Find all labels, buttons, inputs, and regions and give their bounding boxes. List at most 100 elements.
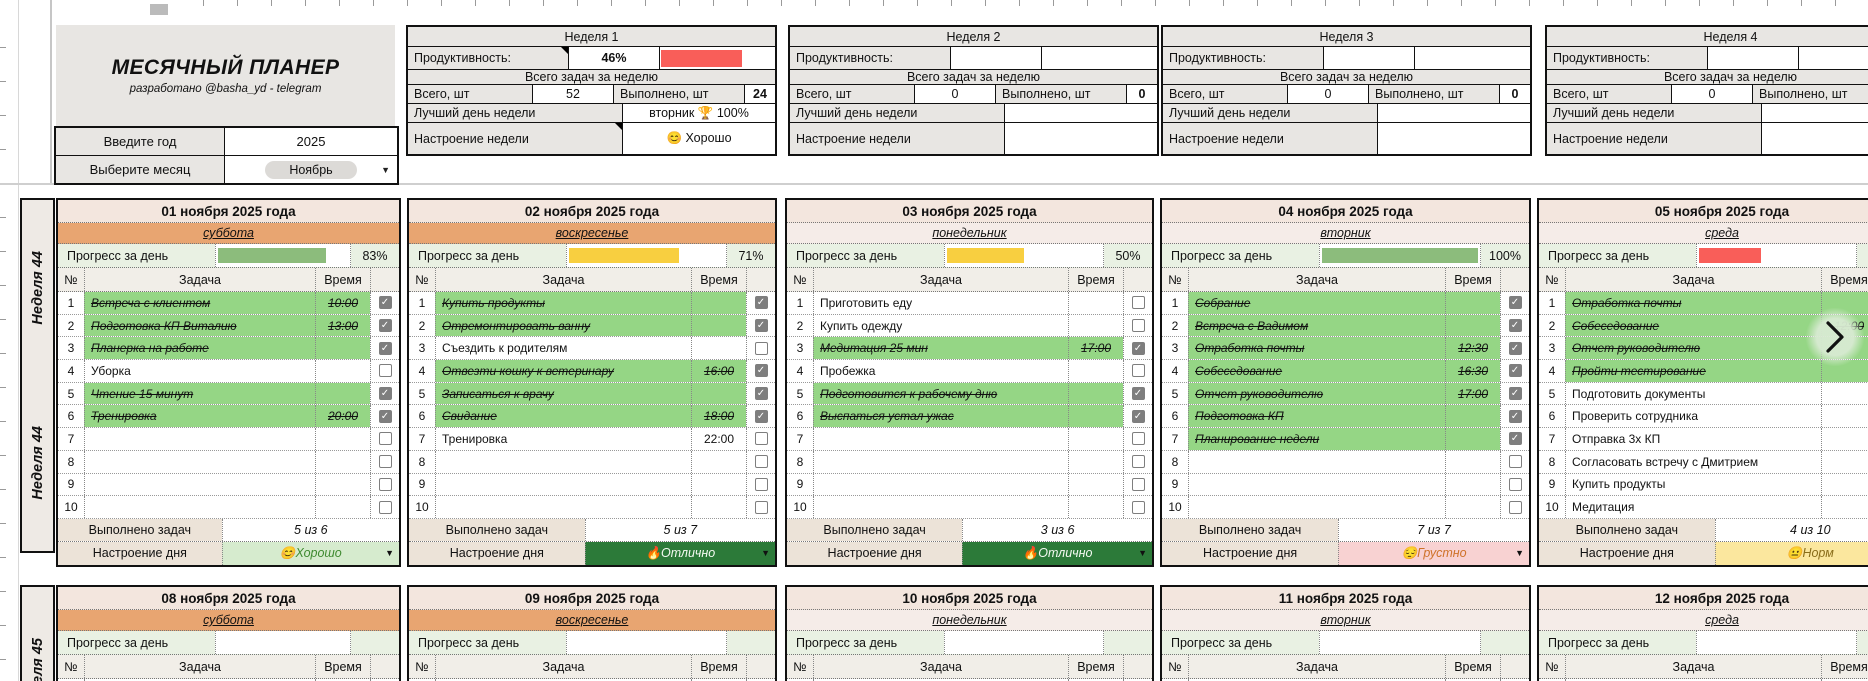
task-text[interactable]: Планирование недели: [1188, 428, 1445, 450]
task-time[interactable]: [1068, 428, 1123, 450]
next-arrow-icon[interactable]: [1806, 308, 1864, 366]
task-time[interactable]: [691, 314, 746, 337]
task-time[interactable]: 22:00: [691, 428, 746, 450]
task-time[interactable]: 18:00: [691, 405, 746, 428]
task-text[interactable]: [1188, 679, 1445, 681]
task-checkbox[interactable]: [754, 455, 768, 469]
task-text[interactable]: Собеседование: [1188, 360, 1445, 382]
task-text[interactable]: Тренировка: [435, 428, 691, 450]
task-text[interactable]: Чтение 15 минут: [84, 382, 315, 405]
task-text[interactable]: [1565, 679, 1821, 681]
task-checkbox[interactable]: [1131, 319, 1145, 333]
task-time[interactable]: [1445, 473, 1500, 496]
task-time[interactable]: 20:00: [315, 405, 370, 428]
task-text[interactable]: Собеседование: [1565, 314, 1821, 337]
task-checkbox[interactable]: ✓: [754, 364, 768, 378]
task-text[interactable]: Согласовать встречу с Дмитрием: [1565, 450, 1821, 473]
mood-dropdown-icon[interactable]: ▼: [385, 548, 394, 559]
task-time[interactable]: [315, 337, 370, 360]
task-time[interactable]: [1445, 314, 1500, 337]
task-time[interactable]: [1821, 496, 1868, 518]
task-checkbox[interactable]: [1131, 455, 1145, 469]
day-mood-select[interactable]: 🔥 Отлично ▼: [962, 541, 1152, 565]
task-time[interactable]: [691, 382, 746, 405]
task-checkbox[interactable]: [378, 364, 392, 378]
task-text[interactable]: [435, 496, 691, 518]
task-checkbox[interactable]: [1508, 500, 1522, 514]
task-checkbox[interactable]: ✓: [754, 409, 768, 423]
task-time[interactable]: [691, 292, 746, 314]
task-checkbox[interactable]: ✓: [1131, 341, 1145, 355]
task-text[interactable]: Купить продукты: [1565, 473, 1821, 496]
task-text[interactable]: [84, 473, 315, 496]
task-time[interactable]: [315, 679, 370, 681]
task-time[interactable]: 12:30: [1445, 337, 1500, 360]
task-time[interactable]: [1821, 428, 1868, 450]
task-checkbox[interactable]: ✓: [754, 387, 768, 401]
task-text[interactable]: Свидание: [435, 405, 691, 428]
task-time[interactable]: [1068, 405, 1123, 428]
day-mood-select[interactable]: 😔 Грустно ▼: [1338, 541, 1529, 565]
task-text[interactable]: Планерка на работе: [84, 337, 315, 360]
task-text[interactable]: Купить продукты: [435, 292, 691, 314]
task-checkbox[interactable]: ✓: [378, 341, 392, 355]
task-checkbox[interactable]: [378, 432, 392, 446]
task-text[interactable]: [84, 450, 315, 473]
task-checkbox[interactable]: ✓: [378, 319, 392, 333]
task-text[interactable]: [1188, 450, 1445, 473]
task-text[interactable]: Выспаться устал ужас: [813, 405, 1068, 428]
task-time[interactable]: [315, 360, 370, 382]
task-text[interactable]: Приготовить еду: [813, 292, 1068, 314]
task-text[interactable]: Медитация 25 мин: [813, 337, 1068, 360]
task-text[interactable]: [813, 428, 1068, 450]
task-text[interactable]: Отработка почты: [1188, 337, 1445, 360]
task-time[interactable]: [1068, 382, 1123, 405]
task-time[interactable]: [1821, 473, 1868, 496]
task-time[interactable]: [1821, 679, 1868, 681]
task-checkbox[interactable]: ✓: [378, 409, 392, 423]
task-text[interactable]: Тренировка: [84, 405, 315, 428]
day-mood-select[interactable]: 😐 Норм▼: [1714, 541, 1868, 565]
task-time[interactable]: [1068, 292, 1123, 314]
task-time[interactable]: 16:30: [1445, 360, 1500, 382]
task-time[interactable]: [1068, 360, 1123, 382]
task-checkbox[interactable]: [1131, 364, 1145, 378]
task-text[interactable]: Съездить к родителям: [435, 337, 691, 360]
task-time[interactable]: [315, 382, 370, 405]
task-time[interactable]: [1445, 679, 1500, 681]
task-text[interactable]: [813, 473, 1068, 496]
task-checkbox[interactable]: ✓: [1508, 387, 1522, 401]
task-text[interactable]: Отработка почты: [1565, 292, 1821, 314]
task-text[interactable]: Отчет руководителю: [1565, 337, 1821, 360]
task-text[interactable]: Встреча с Вадимом: [1188, 314, 1445, 337]
day-mood-select[interactable]: 🔥 Отлично ▼: [584, 541, 775, 565]
mood-dropdown-icon[interactable]: ▼: [1515, 548, 1524, 559]
year-input[interactable]: 2025: [296, 134, 326, 149]
task-checkbox[interactable]: [1131, 500, 1145, 514]
task-time[interactable]: [1068, 450, 1123, 473]
task-checkbox[interactable]: ✓: [378, 387, 392, 401]
week-mood-value[interactable]: 😊 Хорошо: [666, 131, 732, 145]
task-checkbox[interactable]: ✓: [1508, 341, 1522, 355]
task-time[interactable]: [1068, 473, 1123, 496]
task-text[interactable]: Пройти тестирование: [1565, 360, 1821, 382]
task-checkbox[interactable]: [754, 477, 768, 491]
task-time[interactable]: [1445, 450, 1500, 473]
task-text[interactable]: Собрание: [1188, 292, 1445, 314]
week-mood-value[interactable]: [1005, 123, 1157, 154]
task-time[interactable]: [315, 473, 370, 496]
task-text[interactable]: [435, 473, 691, 496]
task-time[interactable]: [691, 450, 746, 473]
task-time[interactable]: [315, 450, 370, 473]
task-checkbox[interactable]: [378, 477, 392, 491]
task-text[interactable]: Купить одежду: [813, 314, 1068, 337]
task-text[interactable]: Уборка: [84, 360, 315, 382]
task-time[interactable]: [1068, 496, 1123, 518]
task-checkbox[interactable]: ✓: [378, 296, 392, 310]
mood-dropdown-icon[interactable]: ▼: [761, 548, 770, 559]
task-text[interactable]: [435, 450, 691, 473]
day-mood-select[interactable]: 😊 Хорошо ▼: [221, 541, 399, 565]
task-time[interactable]: [1445, 496, 1500, 518]
task-checkbox[interactable]: ✓: [754, 296, 768, 310]
task-text[interactable]: [1188, 473, 1445, 496]
